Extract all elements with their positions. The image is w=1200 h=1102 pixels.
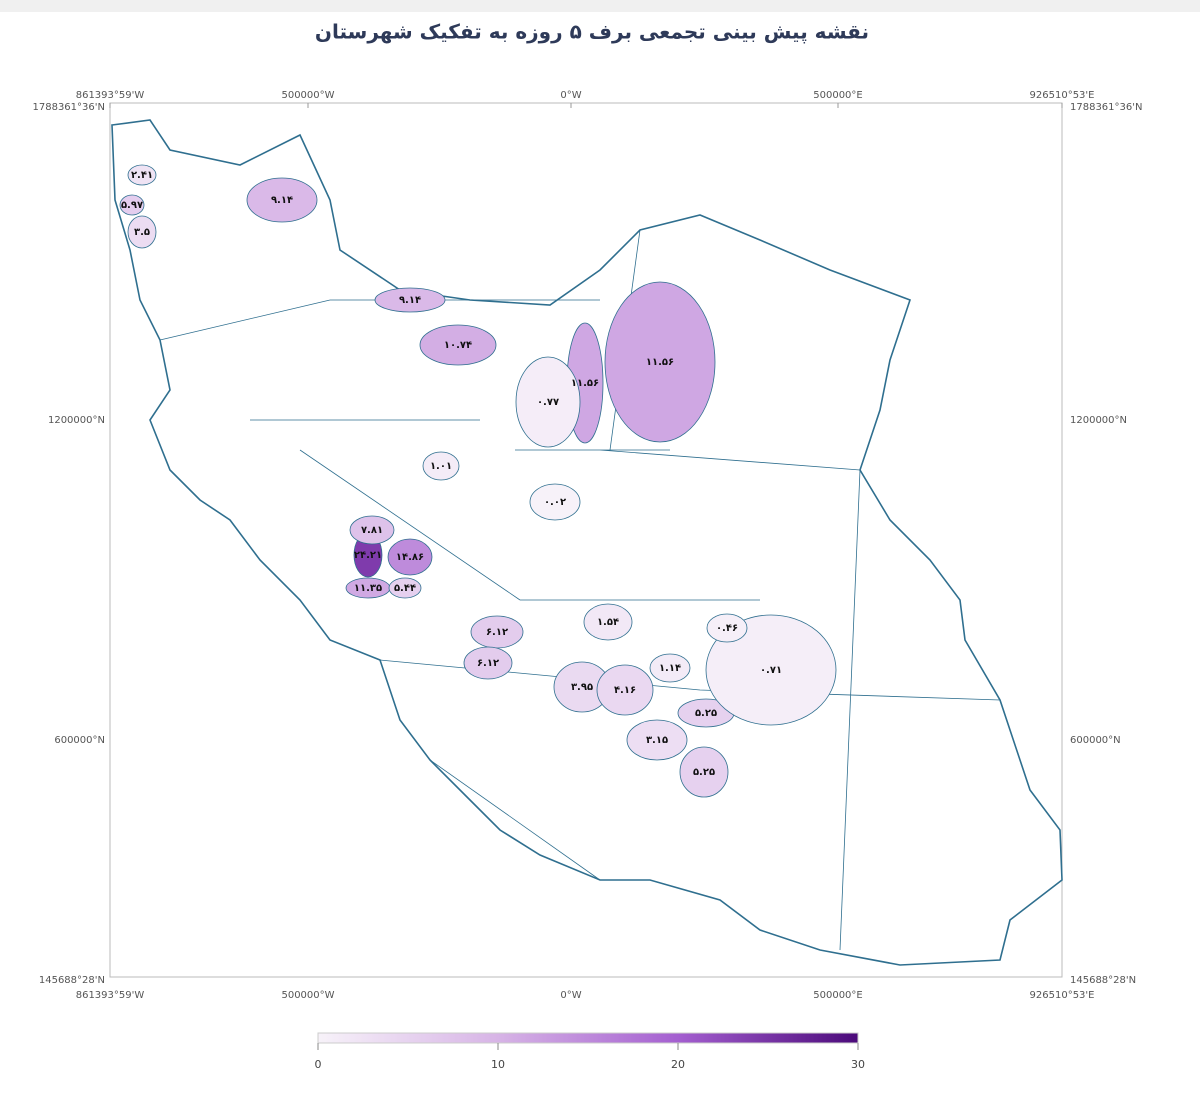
left-coord-label: 145688°28'N xyxy=(39,975,105,986)
region xyxy=(419,324,497,366)
region-label: ۹.۱۴ xyxy=(271,195,293,206)
bottom-coord-label: 500000°W xyxy=(281,990,334,1001)
region xyxy=(705,614,837,726)
top-coord-label: 861393°59'W xyxy=(76,90,145,101)
region xyxy=(463,646,513,680)
region-label: ۱.۰۱ xyxy=(430,461,452,472)
right-coord-label: 145688°28'N xyxy=(1070,975,1136,986)
region xyxy=(706,613,748,643)
region xyxy=(626,719,688,761)
map-title: نقشه پیش بینی تجمعی برف ۵ روزه به تفکیک … xyxy=(315,20,869,45)
region-label: ۲.۴۱ xyxy=(131,170,153,181)
colorbar-tick-label: 20 xyxy=(671,1058,685,1071)
region-label: ۱۱.۵۶ xyxy=(571,378,599,389)
region-label: ۶.۱۲ xyxy=(477,658,499,669)
region xyxy=(374,287,446,313)
region xyxy=(679,746,729,798)
bottom-coord-label: 500000°E xyxy=(813,990,863,1001)
region-label: ۵.۲۵ xyxy=(695,708,717,719)
colorbar-tick-label: 0 xyxy=(315,1058,322,1071)
region-label: ۰.۷۷ xyxy=(537,397,559,408)
top-coord-label: 0°W xyxy=(560,90,581,101)
right-coord-label: 1788361°36'N xyxy=(1070,102,1143,113)
region xyxy=(422,451,460,481)
left-coord-label: 1788361°36'N xyxy=(33,102,106,113)
region-label: ۷.۸۱ xyxy=(361,525,383,536)
region xyxy=(388,577,422,599)
region-label: ۱۱.۵۶ xyxy=(646,357,674,368)
region xyxy=(127,215,157,249)
region xyxy=(529,483,581,521)
region xyxy=(583,603,633,641)
region-label: ۱۴.۸۶ xyxy=(396,552,424,563)
map-frame xyxy=(109,102,1063,978)
colorbar-tick-label: 30 xyxy=(851,1058,865,1071)
region-label: ۲۴.۲۱ xyxy=(354,550,382,561)
region-label: ۳.۹۵ xyxy=(571,682,593,693)
top-coord-label: 500000°W xyxy=(281,90,334,101)
region-label: ۳.۱۵ xyxy=(646,735,668,746)
region xyxy=(649,653,691,683)
region-label: ۱.۱۴ xyxy=(659,663,681,674)
region xyxy=(596,664,654,716)
region-label: ۵.۴۴ xyxy=(394,583,416,594)
region-label: ۱۰.۷۴ xyxy=(444,340,472,351)
region-label: ۵.۲۵ xyxy=(693,767,715,778)
top-coord-label: 500000°E xyxy=(813,90,863,101)
region xyxy=(246,177,318,223)
region-label: ۰.۴۶ xyxy=(716,623,738,634)
colorbar xyxy=(317,1032,859,1044)
region-label: ۴.۱۶ xyxy=(614,685,636,696)
right-coord-label: 600000°N xyxy=(1070,735,1121,746)
colorbar-tick-label: 10 xyxy=(491,1058,505,1071)
region-label: ۰.۰۲ xyxy=(544,497,566,508)
region xyxy=(604,281,716,443)
bottom-coord-label: 861393°59'W xyxy=(76,990,145,1001)
region xyxy=(515,356,581,448)
bottom-coord-label: 0°W xyxy=(560,990,581,1001)
region xyxy=(387,538,433,576)
region xyxy=(349,515,395,545)
region-label: ۶.۱۲ xyxy=(486,627,508,638)
left-coord-label: 600000°N xyxy=(54,735,105,746)
top-coord-label: 926510°53'E xyxy=(1030,90,1095,101)
region-label: ۱۱.۳۵ xyxy=(354,583,382,594)
region-label: ۰.۷۱ xyxy=(760,665,782,676)
bottom-coord-label: 926510°53'E xyxy=(1030,990,1095,1001)
right-coord-label: 1200000°N xyxy=(1070,415,1127,426)
region-label: ۵.۹۷ xyxy=(121,200,143,211)
top-strip xyxy=(0,0,1200,12)
country-outline xyxy=(111,119,1063,966)
region-label: ۱.۵۴ xyxy=(597,617,619,628)
region-label: ۳.۵ xyxy=(134,227,150,238)
region xyxy=(119,194,145,216)
left-coord-label: 1200000°N xyxy=(48,415,105,426)
region xyxy=(127,164,157,186)
region-label: ۹.۱۴ xyxy=(399,295,421,306)
